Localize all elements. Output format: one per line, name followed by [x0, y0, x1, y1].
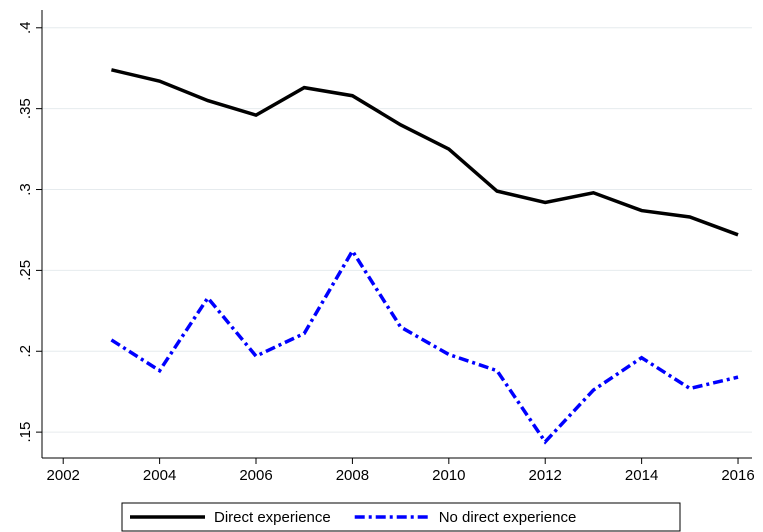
y-tick-label: .15: [17, 422, 34, 443]
y-tick-label: .35: [17, 98, 34, 119]
x-tick-label: 2016: [721, 467, 754, 484]
y-tick-label: .4: [17, 22, 34, 35]
y-tick-label: .2: [17, 345, 34, 358]
x-tick-label: 2012: [529, 467, 562, 484]
x-tick-label: 2006: [239, 467, 272, 484]
series-line: [110, 247, 739, 445]
legend-label: No direct experience: [439, 509, 577, 526]
legend: Direct experience No direct experience: [121, 502, 681, 532]
y-tick-label: .3: [17, 183, 34, 196]
x-tick-label: 2008: [336, 467, 369, 484]
x-tick-label: 2002: [47, 467, 80, 484]
series-line: [111, 68, 739, 237]
legend-label: Direct experience: [214, 509, 331, 526]
y-tick-label: .25: [17, 260, 34, 281]
x-tick-label: 2014: [625, 467, 658, 484]
x-tick-label: 2010: [432, 467, 465, 484]
x-tick-label: 2004: [143, 467, 176, 484]
